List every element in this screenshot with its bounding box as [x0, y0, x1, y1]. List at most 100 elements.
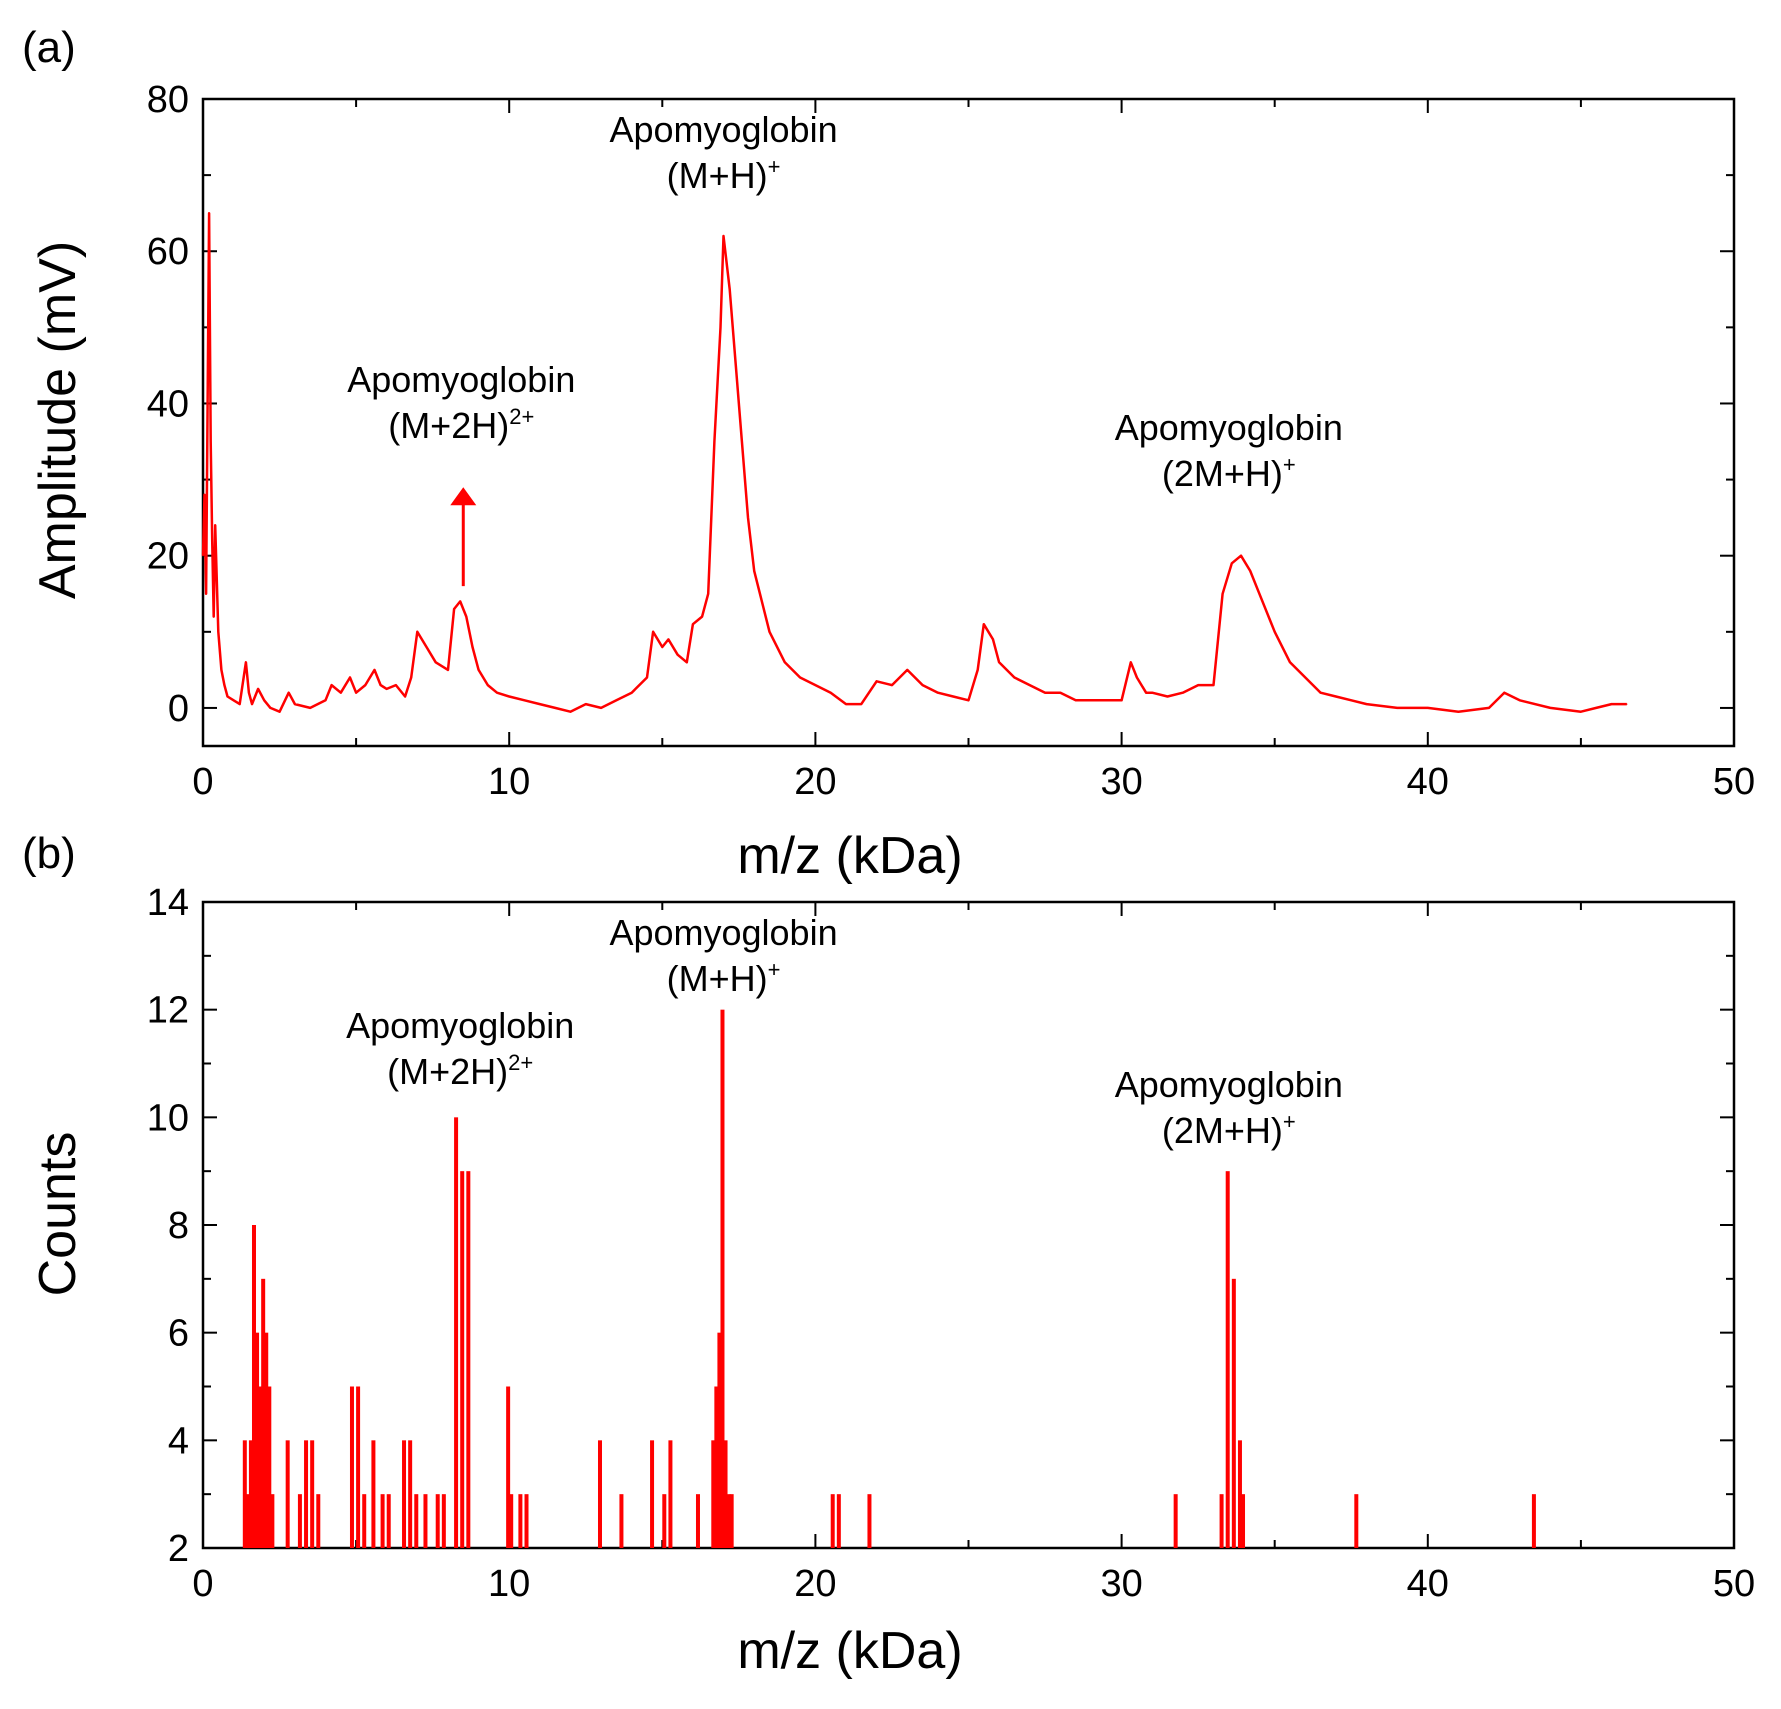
- annotation-line2: (M+2H)2+: [387, 1050, 533, 1092]
- histogram-bar: [1173, 1494, 1178, 1548]
- data-point: [1595, 707, 1597, 709]
- panel-b-label: (b): [22, 829, 76, 878]
- data-point: [937, 692, 939, 694]
- panel-b-annotations: Apomyoglobin(M+2H)2+Apomyoglobin(M+H)+Ap…: [346, 912, 1343, 1151]
- histogram-bar: [264, 1332, 269, 1548]
- data-point: [661, 646, 663, 648]
- histogram-bar: [867, 1494, 872, 1548]
- panel-b-frame: [201, 900, 1736, 1550]
- annotation-charge: +: [768, 957, 781, 982]
- histogram-bar: [441, 1494, 446, 1548]
- data-point: [719, 326, 722, 328]
- annotation-line1: Apomyoglobin: [1115, 407, 1343, 448]
- data-point: [477, 669, 480, 671]
- annotation-charge: +: [768, 154, 781, 179]
- data-point: [1549, 707, 1551, 709]
- annotation-charge: 2+: [509, 404, 534, 429]
- data-point: [1488, 707, 1490, 709]
- data-point: [554, 707, 556, 709]
- data-point: [233, 699, 235, 701]
- annotation-ion: (2M+H): [1162, 1110, 1283, 1151]
- data-point: [768, 631, 771, 633]
- data-point: [983, 623, 985, 625]
- data-point: [1182, 692, 1184, 694]
- panel-b-series: [242, 1009, 1536, 1548]
- peak-annotation: Apomyoglobin(M+2H)2+: [346, 1005, 574, 1092]
- data-point: [1240, 555, 1242, 557]
- data-point: [707, 593, 709, 595]
- data-point: [523, 699, 526, 701]
- data-point: [977, 669, 979, 671]
- x-tick-label: 10: [488, 1563, 530, 1605]
- y-tick-label: 8: [168, 1205, 189, 1247]
- annotation-line1: Apomyoglobin: [609, 109, 837, 150]
- y-tick-label: 4: [168, 1420, 189, 1462]
- data-point: [269, 707, 271, 709]
- x-tick-label: 0: [192, 761, 213, 803]
- data-point: [722, 235, 725, 237]
- panel-b-y-axis-title: Counts: [29, 1132, 87, 1297]
- data-point: [615, 699, 617, 701]
- histogram-bar: [255, 1332, 260, 1548]
- data-point: [404, 695, 406, 698]
- data-point: [1289, 661, 1291, 663]
- data-point: [652, 631, 654, 633]
- data-point: [830, 692, 832, 694]
- histogram-bar: [297, 1494, 302, 1548]
- histogram-bar: [1231, 1278, 1236, 1548]
- y-tick-label: 40: [147, 383, 189, 425]
- annotation-charge: +: [1283, 452, 1296, 477]
- y-tick-label: 12: [147, 990, 189, 1032]
- histogram-bar: [435, 1494, 440, 1548]
- annotation-ion: (2M+H): [1162, 453, 1283, 494]
- histogram-bar: [524, 1494, 529, 1548]
- data-point: [447, 669, 449, 671]
- panel-a-label: (a): [22, 23, 76, 72]
- x-tick-label: 10: [488, 761, 530, 803]
- histogram-bar: [245, 1494, 250, 1548]
- data-point: [205, 593, 207, 595]
- data-point: [1105, 699, 1107, 701]
- annotation-line1: Apomyoglobin: [346, 1005, 574, 1046]
- data-point: [1013, 676, 1016, 679]
- data-point: [248, 692, 250, 694]
- data-point: [539, 703, 541, 705]
- data-point: [1231, 562, 1233, 564]
- histogram-bar: [723, 1440, 728, 1548]
- data-point: [416, 631, 418, 633]
- histogram-bar: [270, 1494, 275, 1548]
- peak-annotation: Apomyoglobin(M+H)+: [609, 912, 837, 999]
- histogram-bar: [720, 1009, 725, 1548]
- y-tick-label: 20: [147, 536, 189, 578]
- data-point: [952, 695, 954, 698]
- annotation-line2: (2M+H)+: [1162, 1109, 1296, 1151]
- data-point: [1350, 699, 1352, 701]
- data-point: [496, 692, 498, 694]
- x-tick-label: 0: [192, 1563, 213, 1605]
- data-point: [309, 707, 311, 709]
- data-point: [1503, 692, 1505, 694]
- histogram-bar: [726, 1494, 731, 1548]
- data-point: [1365, 703, 1368, 705]
- data-point: [1166, 695, 1169, 698]
- data-point: [1626, 703, 1628, 705]
- histogram-bar: [408, 1440, 413, 1548]
- data-point: [747, 517, 749, 519]
- data-point: [459, 600, 461, 602]
- histogram-bar: [285, 1440, 290, 1548]
- data-point: [814, 684, 817, 686]
- data-point: [1151, 692, 1153, 694]
- annotation-ion: (M+2H): [388, 405, 509, 446]
- data-point: [487, 684, 489, 686]
- data-point: [214, 524, 216, 526]
- data-point: [1029, 684, 1031, 686]
- data-point: [753, 570, 755, 572]
- histogram-bar: [1531, 1494, 1536, 1548]
- annotation-line1: Apomyoglobin: [609, 912, 837, 953]
- histogram-bar: [668, 1440, 673, 1548]
- data-point: [239, 703, 241, 705]
- histogram-bar: [356, 1386, 361, 1548]
- data-point: [992, 638, 994, 641]
- data-point: [210, 440, 212, 443]
- annotation-line1: Apomyoglobin: [1115, 1064, 1343, 1105]
